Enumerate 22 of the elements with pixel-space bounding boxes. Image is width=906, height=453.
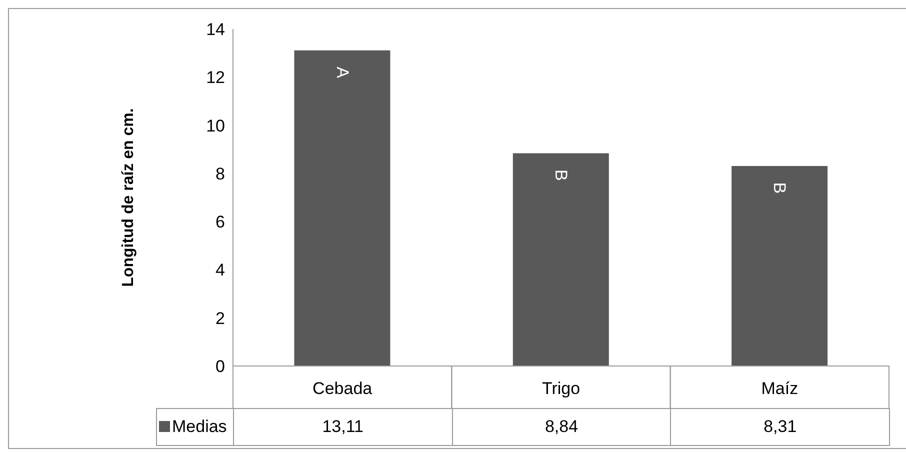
annotation: A [332, 66, 352, 79]
y-tick-label: 6 [216, 212, 225, 232]
x-tick-label: Trigo [542, 379, 580, 398]
bar [294, 50, 390, 366]
y-tick-label: 14 [206, 20, 225, 40]
y-tick-label: 12 [206, 68, 225, 88]
x-tick-label: Maíz [761, 379, 798, 398]
data-label: 8,84 [452, 408, 671, 446]
annotation: B [552, 170, 570, 181]
y-tick-label: 8 [216, 164, 225, 184]
annotation: B [770, 182, 790, 194]
y-tick-label: 0 [216, 357, 225, 376]
y-tick-label: 10 [206, 116, 225, 136]
data-label: 13,11 [234, 408, 452, 446]
bar [732, 166, 828, 366]
data-label: 8,31 [670, 408, 890, 446]
y-axis-title: Longitud de raíz en cm. [120, 108, 137, 287]
bar [512, 153, 609, 366]
legend-label: Medias [156, 408, 234, 446]
y-tick-label: 2 [216, 308, 225, 328]
y-tick-label: 4 [216, 260, 225, 280]
x-tick-label: Cebada [312, 379, 373, 398]
